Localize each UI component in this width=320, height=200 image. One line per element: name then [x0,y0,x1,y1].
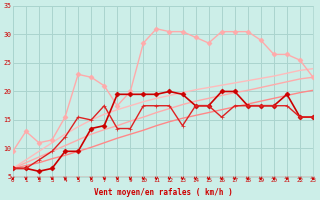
X-axis label: Vent moyen/en rafales ( km/h ): Vent moyen/en rafales ( km/h ) [93,188,232,197]
